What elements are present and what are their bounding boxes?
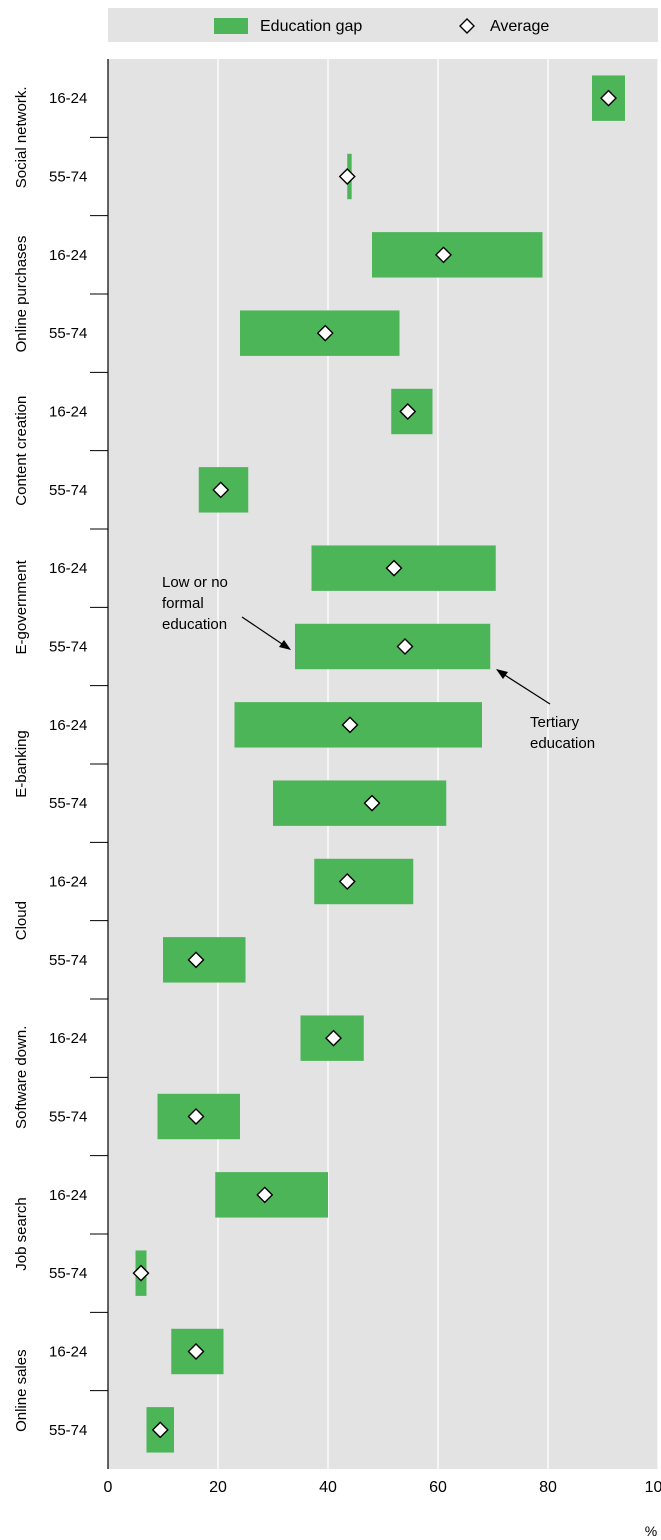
y-axis-labels: Social network. 16-24 55-74 Online purchase… — [13, 86, 108, 1439]
average-diamond-online-sales-55-74 — [151, 1421, 169, 1439]
average-markers — [132, 89, 617, 1439]
annotation-high-line-2: education — [530, 735, 595, 752]
average-diamond-content-creation-55-74 — [212, 481, 230, 499]
age-label-e-government-55-74: 55-74 — [49, 639, 87, 656]
age-label-online-purchases-55-74: 55-74 — [49, 325, 87, 342]
group-label-social-network: Social network. — [13, 86, 30, 188]
age-label-online-sales-55-74: 55-74 — [49, 1422, 87, 1439]
legend-gap-label: Education gap — [260, 18, 362, 35]
age-label-job-search-55-74: 55-74 — [49, 1265, 87, 1282]
age-label-social-network-16-24: 16-24 — [49, 90, 87, 107]
x-tick-label-60: 60 — [429, 1479, 447, 1496]
gap-bar-e-government-55-74 — [295, 623, 491, 670]
age-label-social-network-55-74: 55-74 — [49, 169, 87, 186]
group-label-cloud: Cloud — [13, 901, 30, 940]
x-tick-label-100: 100 — [645, 1479, 661, 1496]
average-diamond-e-government-55-74 — [396, 638, 414, 655]
x-tick-label-40: 40 — [319, 1479, 337, 1496]
average-diamond-software-down-55-74 — [187, 1108, 205, 1125]
x-tick-label-0: 0 — [104, 1479, 113, 1496]
average-diamond-online-purchases-16-24 — [435, 246, 452, 264]
bars — [135, 75, 625, 1453]
legend-panel — [108, 8, 658, 42]
average-diamond-cloud-55-74 — [187, 951, 205, 969]
group-label-content-creation: Content creation — [13, 396, 30, 506]
age-label-cloud-16-24: 16-24 — [49, 874, 87, 891]
average-diamond-job-search-16-24 — [256, 1186, 274, 1204]
annotation-low-arrow-line — [241, 616, 289, 649]
average-diamond-job-search-55-74 — [132, 1264, 150, 1282]
average-diamond-software-down-16-24 — [325, 1029, 342, 1047]
average-diamond-social-network-55-74 — [338, 168, 356, 185]
annotation-low-line-1: Low or no — [162, 574, 228, 591]
average-diamond-e-government-16-24 — [385, 559, 403, 577]
group-label-software-down: Software down. — [13, 1026, 30, 1129]
age-label-content-creation-55-74: 55-74 — [49, 482, 87, 499]
age-label-online-sales-16-24: 16-24 — [49, 1344, 87, 1361]
x-tick-label-20: 20 — [209, 1479, 227, 1496]
age-label-cloud-55-74: 55-74 — [49, 952, 87, 969]
age-label-content-creation-16-24: 16-24 — [49, 404, 87, 421]
group-label-online-purchases: Online purchases — [13, 236, 30, 353]
group-label-e-government: E-government — [13, 559, 30, 654]
annotation-low-arrowhead-icon — [279, 640, 291, 650]
gap-bar-e-government-16-24 — [311, 545, 496, 591]
average-diamond-online-sales-16-24 — [187, 1343, 205, 1360]
legend-average-diamond-icon — [459, 18, 475, 34]
average-diamond-e-banking-55-74 — [363, 794, 381, 812]
gridlines — [217, 59, 659, 1469]
annotation-tertiary-education: Tertiary education — [496, 669, 595, 752]
legend-average-label: Average — [490, 18, 549, 35]
x-axis-labels: 0 20 40 60 80 100% — [104, 1479, 661, 1539]
legend-gap-swatch — [214, 18, 248, 34]
plot-panel — [108, 59, 658, 1469]
gap-bar-cloud-16-24 — [314, 858, 414, 905]
group-label-e-banking: E-banking — [13, 730, 30, 798]
annotation-low-line-3: education — [162, 616, 227, 633]
annotation-high-arrowhead-icon — [496, 669, 508, 679]
age-label-software-down-55-74: 55-74 — [49, 1109, 87, 1126]
age-label-job-search-16-24: 16-24 — [49, 1187, 87, 1204]
average-diamond-online-purchases-55-74 — [316, 324, 334, 342]
age-label-e-banking-55-74: 55-74 — [49, 795, 87, 812]
gap-bar-online-purchases-16-24 — [372, 232, 543, 278]
average-diamond-content-creation-16-24 — [399, 403, 417, 420]
age-label-software-down-16-24: 16-24 — [49, 1030, 87, 1047]
gap-bar-e-banking-55-74 — [273, 780, 447, 826]
age-label-e-government-16-24: 16-24 — [49, 560, 87, 577]
annotation-low-line-2: formal — [162, 595, 204, 612]
age-label-online-purchases-16-24: 16-24 — [49, 247, 87, 264]
average-diamond-cloud-16-24 — [338, 873, 356, 890]
x-axis-unit-label: % — [645, 1523, 657, 1539]
x-tick-label-80: 80 — [539, 1479, 557, 1496]
group-label-online-sales: Online sales — [13, 1349, 30, 1432]
age-label-e-banking-16-24: 16-24 — [49, 717, 87, 734]
annotation-low-education: Low or no formal education — [162, 574, 291, 650]
average-diamond-social-network-16-24 — [600, 89, 617, 107]
group-label-job-search: Job search — [13, 1197, 30, 1270]
annotation-high-arrow-line — [499, 671, 551, 705]
annotation-high-line-1: Tertiary — [530, 714, 580, 731]
average-diamond-e-banking-16-24 — [341, 716, 359, 734]
